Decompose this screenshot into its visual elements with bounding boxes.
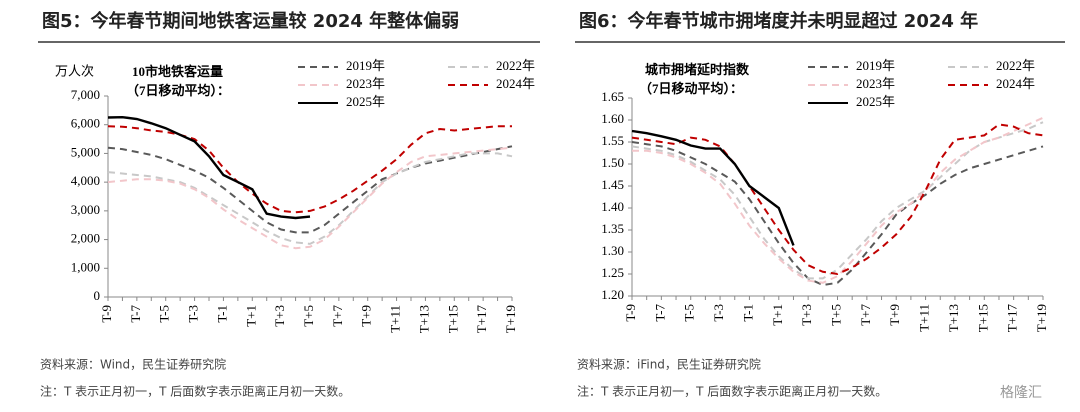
legend-label: 2025年: [346, 94, 385, 109]
y-tick-label: 1,000: [71, 259, 100, 274]
y-tick-label: 1.45: [601, 177, 624, 192]
x-tick-label: T+5: [828, 304, 843, 326]
x-tick-label: T-3: [711, 304, 726, 322]
x-tick-label: T+11: [388, 305, 403, 333]
x-tick-label: T+13: [416, 305, 431, 333]
source: 资料来源：Wind，民生证券研究院: [40, 357, 226, 372]
x-tick-label: T+3: [272, 305, 287, 327]
series-line: [631, 129, 795, 246]
series-line: [107, 145, 513, 234]
x-tick-label: T+1: [243, 305, 258, 327]
y-tick-label: 1.25: [601, 265, 624, 280]
y-tick-label: 1.35: [601, 221, 624, 236]
chart-title: 图6：今年春节城市拥堵度并未明显超过 2024 年: [579, 10, 978, 32]
y-tick-label: 3,000: [71, 202, 100, 217]
x-tick-label: T-9: [623, 304, 638, 322]
x-tick-label: T+17: [1005, 304, 1020, 333]
x-tick-label: T+7: [330, 305, 345, 327]
x-tick-label: T-1: [214, 305, 229, 323]
x-tick-label: T-1: [740, 304, 755, 322]
annotation: （7日移动平均）：: [126, 83, 230, 98]
y-tick-label: 2,000: [71, 231, 100, 246]
legend-label: 2019年: [856, 58, 895, 73]
watermark: 格隆汇: [1000, 385, 1042, 401]
x-tick-label: T+15: [975, 304, 990, 332]
x-tick-label: T-5: [682, 304, 697, 322]
x-tick-label: T+1: [770, 304, 785, 326]
series-line: [107, 115, 311, 220]
x-tick-label: T+19: [1034, 304, 1049, 332]
y-tick-label: 7,000: [71, 87, 100, 102]
y-tick-label: 0: [94, 288, 101, 303]
legend-label: 2022年: [996, 58, 1035, 73]
y-tick-label: 1.20: [601, 287, 624, 302]
x-tick-label: T+11: [917, 304, 932, 332]
x-tick-label: T+3: [799, 304, 814, 326]
x-tick-label: T-9: [99, 305, 114, 323]
y-tick-label: 6,000: [71, 116, 100, 131]
y-tick-label: 1.55: [601, 133, 624, 148]
annotation: 城市拥堵延时指数: [645, 62, 750, 77]
x-tick-label: T-7: [128, 305, 143, 323]
series-line: [632, 116, 1044, 284]
x-tick-label: T+19: [503, 305, 518, 333]
legend-label: 2022年: [496, 58, 535, 73]
series-line: [631, 141, 1044, 287]
annotation: （7日移动平均）：: [639, 81, 743, 96]
x-tick-label: T+7: [858, 304, 873, 326]
source: 资料来源：iFind，民生证券研究院: [577, 357, 761, 372]
legend-label: 2025年: [856, 94, 895, 109]
legend-label: 2024年: [996, 76, 1035, 91]
x-tick-label: T+9: [887, 304, 902, 326]
series-line: [107, 125, 512, 214]
y-tick-label: 1.60: [601, 111, 624, 126]
y-axis-label: 万人次: [55, 64, 94, 80]
note: 注：T 表示正月初一，T 后面数字表示距离正月初一天数。: [577, 384, 887, 399]
legend-label: 2019年: [346, 58, 385, 73]
y-tick-label: 4,000: [71, 173, 100, 188]
series-line: [107, 152, 513, 245]
annotation: 10市地铁客运量: [132, 64, 223, 79]
note: 注：T 表示正月初一，T 后面数字表示距离正月初一天数。: [40, 384, 350, 399]
y-tick-label: 1.65: [601, 89, 624, 104]
chart-title: 图5：今年春节期间地铁客运量较 2024 年整体偏弱: [42, 10, 459, 32]
y-tick-label: 1.40: [601, 199, 624, 214]
y-tick-label: 1.50: [601, 155, 624, 170]
x-tick-label: T-7: [652, 304, 667, 322]
x-tick-label: T-3: [186, 305, 201, 323]
legend-label: 2024年: [496, 76, 535, 91]
x-tick-label: T+5: [301, 305, 316, 327]
x-tick-label: T-5: [157, 305, 172, 323]
y-tick-label: 5,000: [71, 144, 100, 159]
legend-label: 2023年: [346, 76, 385, 91]
series-line: [631, 123, 1044, 276]
x-tick-label: T+13: [946, 304, 961, 332]
series-line: [107, 146, 513, 250]
x-tick-label: T+9: [359, 305, 374, 327]
x-tick-label: T+17: [474, 305, 489, 334]
x-tick-label: T+15: [445, 305, 460, 333]
legend-label: 2023年: [856, 76, 895, 91]
y-tick-label: 1.30: [601, 243, 624, 258]
